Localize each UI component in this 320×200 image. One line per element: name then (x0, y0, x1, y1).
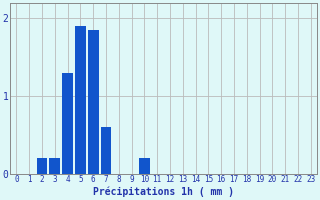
Bar (36, 158, 47, 174)
Bar (49, 158, 60, 174)
Bar (88, 30, 99, 174)
Bar (100, 127, 111, 174)
Bar (75, 26, 86, 174)
Bar (139, 158, 150, 174)
Bar (62, 73, 73, 174)
X-axis label: Précipitations 1h ( mm ): Précipitations 1h ( mm ) (93, 187, 234, 197)
